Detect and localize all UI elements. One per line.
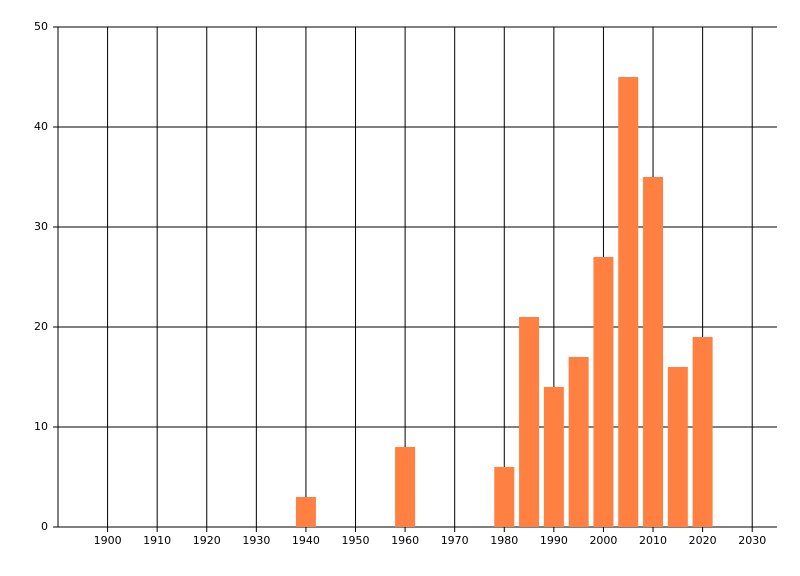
bar — [519, 317, 540, 527]
x-tick-label: 1940 — [292, 534, 320, 547]
x-tick-label: 1970 — [441, 534, 469, 547]
bar — [494, 467, 515, 527]
bar — [295, 497, 316, 527]
x-tick-label: 1930 — [242, 534, 270, 547]
x-tick-label: 1950 — [342, 534, 370, 547]
y-tick-label: 50 — [34, 20, 48, 33]
x-tick-label: 2020 — [689, 534, 717, 547]
x-tick-label: 2000 — [589, 534, 617, 547]
y-tick-label: 30 — [34, 220, 48, 233]
x-tick-label: 1980 — [490, 534, 518, 547]
y-tick-label: 10 — [34, 420, 48, 433]
bar — [568, 357, 589, 527]
y-tick-label: 0 — [41, 520, 48, 533]
x-tick-label: 1960 — [391, 534, 419, 547]
bar — [692, 337, 713, 527]
bar — [618, 77, 639, 527]
x-tick-label: 1990 — [540, 534, 568, 547]
x-tick-label: 2030 — [738, 534, 766, 547]
x-tick-label: 2010 — [639, 534, 667, 547]
bar — [395, 447, 416, 527]
bar — [593, 257, 614, 527]
x-tick-label: 1910 — [143, 534, 171, 547]
bar — [543, 387, 564, 527]
x-tick-label: 1900 — [94, 534, 122, 547]
x-tick-label: 1920 — [193, 534, 221, 547]
y-tick-label: 40 — [34, 120, 48, 133]
bar — [667, 367, 688, 527]
y-tick-label: 20 — [34, 320, 48, 333]
bar — [643, 177, 664, 527]
